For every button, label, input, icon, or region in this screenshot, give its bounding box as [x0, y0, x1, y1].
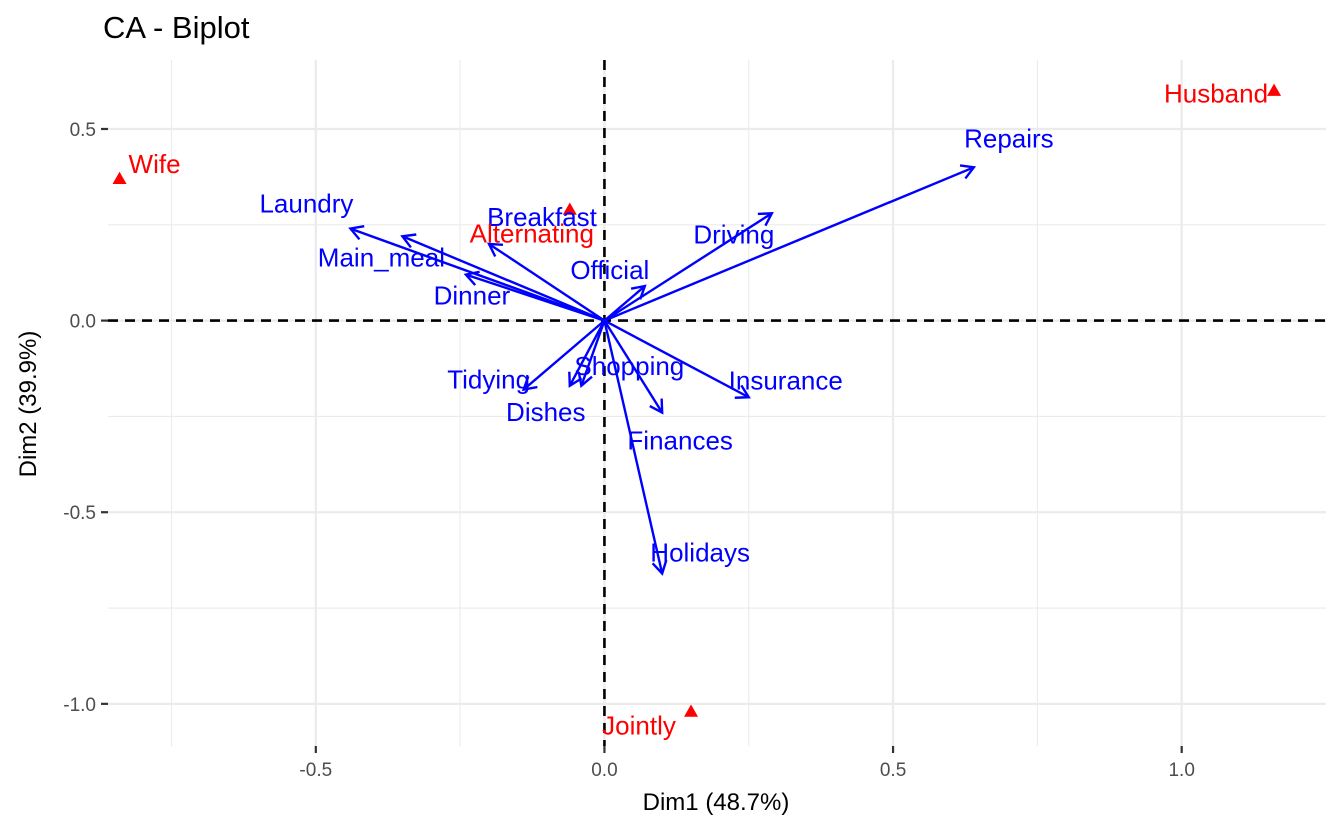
arrow-dishes: [568, 320, 606, 388]
arrow-shaft: [580, 320, 606, 387]
label-finances: Finances: [627, 426, 733, 456]
arrow-shaft: [603, 166, 975, 322]
arrow-head: [463, 270, 480, 286]
x-tick-label: 1.0: [1168, 760, 1194, 781]
arrow-shaft: [522, 319, 606, 391]
label-official: Official: [570, 255, 649, 285]
label-wife: Wife: [129, 149, 181, 179]
arrow-head: [400, 233, 417, 249]
arrow-finances: [603, 319, 664, 415]
arrow-official: [603, 284, 647, 322]
label-holidays: Holidays: [650, 538, 750, 568]
arrow-head: [568, 371, 583, 388]
arrow-dinner: [463, 270, 605, 322]
x-axis-title: Dim1 (48.7%): [643, 789, 790, 816]
arrow-main-meal: [400, 233, 605, 322]
arrow-head: [577, 371, 593, 389]
y-tick-label: -0.5: [63, 503, 96, 524]
arrow-shaft: [603, 285, 646, 322]
arrow-holidays: [603, 320, 668, 576]
arrow-shaft: [488, 242, 606, 322]
label-jointly: Jointly: [602, 711, 676, 741]
point-labels: Laundry Main_meal Dinner Breakfast TidyingDi…: [129, 79, 1269, 741]
axes: -0.5 0.0 0.5 1.0 -1.0 -0.5 0.0 0.5: [63, 120, 1195, 781]
arrow-head: [486, 242, 504, 258]
label-repairs: Repairs: [964, 123, 1054, 153]
label-dishes: Dishes: [506, 397, 585, 427]
label-tidying: Tidying: [447, 365, 530, 395]
arrow-driving: [603, 212, 774, 322]
arrow-head: [348, 224, 365, 241]
label-husband: Husband: [1164, 79, 1268, 109]
arrow-head: [651, 559, 668, 576]
arrow-breakfast: [486, 242, 606, 322]
label-laundry: Laundry: [259, 189, 353, 219]
x-tick-label: -0.5: [299, 760, 332, 781]
arrow-shaft: [401, 235, 605, 322]
grid: [108, 60, 1326, 746]
x-tick-label: 0.0: [591, 760, 617, 781]
arrow-tidying: [521, 319, 606, 392]
reference-lines: [108, 60, 1326, 746]
x-tick-label: 0.5: [880, 760, 906, 781]
label-alternating: Alternating: [470, 218, 594, 248]
arrow-shaft: [568, 320, 606, 387]
arrow-head: [734, 384, 751, 399]
arrow-shaft: [603, 320, 664, 574]
y-tick-label: -1.0: [63, 695, 96, 716]
label-driving: Driving: [693, 219, 774, 249]
label-shopping: Shopping: [574, 351, 684, 381]
point-jointly: [684, 704, 699, 717]
label-breakfast: Breakfast: [487, 202, 598, 232]
arrow-head: [757, 212, 774, 227]
column-arrows: [348, 164, 977, 576]
label-insurance: Insurance: [729, 365, 843, 395]
point-alternating: [562, 202, 577, 215]
arrow-head: [521, 375, 538, 392]
label-main-meal: Main_meal: [318, 242, 445, 272]
label-dinner: Dinner: [434, 281, 511, 311]
arrow-repairs: [603, 164, 977, 322]
point-husband: [1267, 83, 1282, 96]
arrow-insurance: [603, 319, 751, 399]
y-axis-title: Dim2 (39.9%): [15, 331, 42, 478]
y-tick-label: 0.5: [70, 120, 96, 141]
arrow-shaft: [603, 319, 750, 399]
arrow-shaft: [350, 227, 605, 322]
arrow-head: [959, 164, 977, 180]
row-points: [112, 83, 1282, 717]
arrow-laundry: [348, 224, 605, 322]
arrow-shopping: [577, 320, 606, 389]
y-tick-label: 0.0: [70, 312, 96, 333]
arrow-shaft: [603, 319, 664, 414]
arrow-head: [630, 284, 647, 300]
point-wife: [112, 171, 127, 185]
arrow-shaft: [465, 273, 605, 322]
chart-title: CA - Biplot: [103, 10, 250, 45]
arrow-shaft: [603, 212, 773, 322]
arrow-head: [649, 398, 664, 415]
